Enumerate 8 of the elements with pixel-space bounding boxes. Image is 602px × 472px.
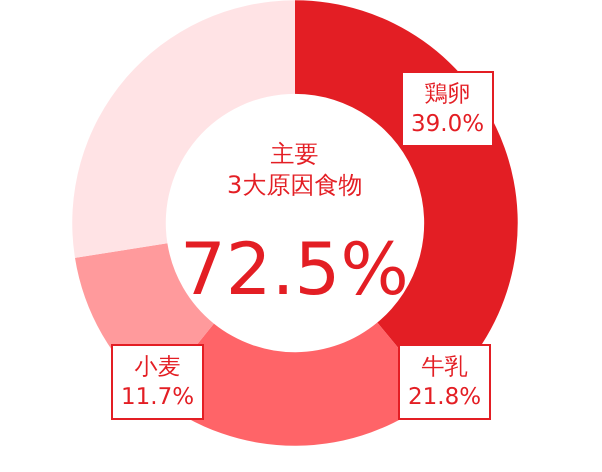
slice-label: 鶏卵 bbox=[424, 81, 471, 107]
text: 72.5% bbox=[180, 227, 409, 311]
text: 主要 3大原因食物 bbox=[227, 140, 362, 200]
slice-label: 牛乳 bbox=[422, 354, 468, 380]
data-label: 11.7% bbox=[121, 384, 194, 410]
slice-label: 小麦 bbox=[134, 354, 181, 380]
data-label: 39.0% bbox=[411, 110, 484, 137]
data-label: 21.8% bbox=[408, 384, 482, 410]
